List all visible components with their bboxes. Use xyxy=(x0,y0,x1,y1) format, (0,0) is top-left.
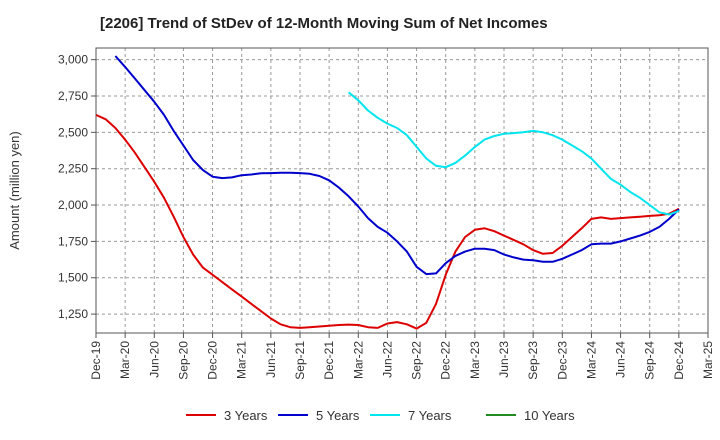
legend: 3 Years 5 Years 7 Years 10 Years xyxy=(186,408,575,423)
series-line-5-years xyxy=(114,55,680,276)
x-tick-label: Jun-21 xyxy=(264,341,278,378)
x-tick-label: Jun-22 xyxy=(380,341,394,378)
chart-title: [2206] Trend of StDev of 12-Month Moving… xyxy=(100,15,548,32)
legend-label-5-years: 5 Years xyxy=(316,408,360,423)
x-tick-label: Dec-23 xyxy=(555,341,569,380)
x-tick-label: Mar-22 xyxy=(351,341,365,379)
y-tick-label: 3,000 xyxy=(58,53,88,67)
y-tick-label: 1,500 xyxy=(58,271,88,285)
plot-frame xyxy=(95,47,709,334)
x-tick-label: Sep-20 xyxy=(176,341,190,380)
legend-label-3-years: 3 Years xyxy=(224,408,268,423)
x-tick-label: Mar-24 xyxy=(584,341,598,379)
x-tick-label: Sep-24 xyxy=(643,341,657,380)
x-tick-label: Sep-21 xyxy=(293,341,307,380)
x-tick-label: Jun-23 xyxy=(497,341,511,378)
legend-label-10-years: 10 Years xyxy=(524,408,575,423)
x-tick-label: Dec-19 xyxy=(89,341,103,380)
series-lines xyxy=(95,55,680,330)
y-axis-label: Amount (million yen) xyxy=(7,131,22,250)
x-tick-label: Jun-24 xyxy=(614,341,628,378)
legend-label-7-years: 7 Years xyxy=(408,408,452,423)
x-tick-label: Dec-20 xyxy=(206,341,220,380)
series-line-3-years xyxy=(95,113,680,330)
y-tick-label: 2,750 xyxy=(58,89,88,103)
x-tick-label: Dec-22 xyxy=(439,341,453,380)
x-tick-label: Sep-22 xyxy=(410,341,424,380)
gridlines xyxy=(96,48,708,333)
series-line-7-years xyxy=(347,91,680,216)
y-tick-label: 2,250 xyxy=(58,162,88,176)
x-tick-label: Jun-20 xyxy=(147,341,161,378)
y-tick-label: 1,250 xyxy=(58,307,88,321)
y-axis-ticks: 1,250 1,500 1,750 2,000 2,250 2,500 2,750 3,000 xyxy=(58,53,96,321)
x-tick-label: Dec-24 xyxy=(672,341,686,380)
x-tick-label: Sep-23 xyxy=(526,341,540,380)
y-tick-label: 2,000 xyxy=(58,198,88,212)
x-axis-ticks: Dec-19 Mar-20 Jun-20 Sep-20 Dec-20 Mar-21 Jun-… xyxy=(89,333,715,380)
x-tick-label: Dec-21 xyxy=(322,341,336,380)
x-tick-label: Mar-21 xyxy=(235,341,249,379)
y-tick-label: 1,750 xyxy=(58,234,88,248)
x-tick-label: Mar-25 xyxy=(701,341,715,379)
x-tick-label: Mar-23 xyxy=(468,341,482,379)
x-tick-label: Mar-20 xyxy=(118,341,132,379)
y-tick-label: 2,500 xyxy=(58,125,88,139)
